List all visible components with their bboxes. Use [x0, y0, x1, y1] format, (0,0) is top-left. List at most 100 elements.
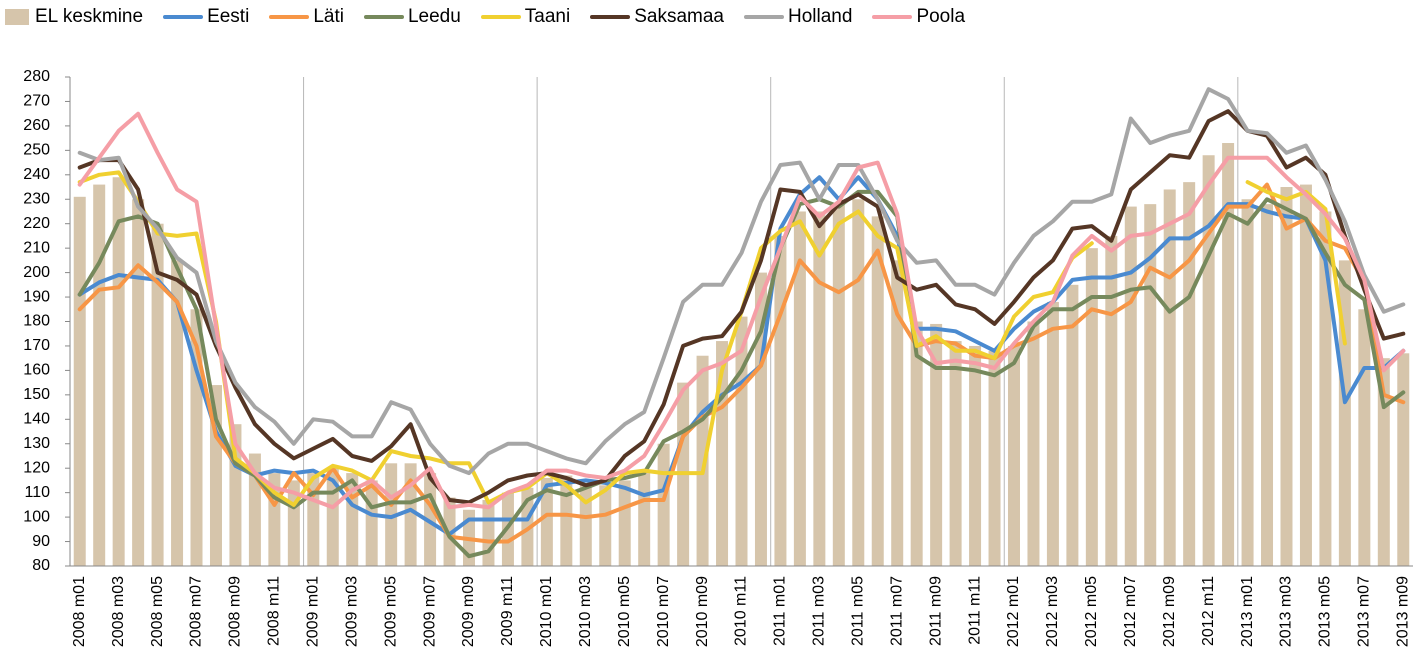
legend-swatch-rect	[5, 9, 29, 25]
bar	[852, 199, 865, 566]
line-series	[77, 87, 1406, 476]
bar	[1046, 301, 1059, 566]
legend-swatch	[744, 15, 784, 19]
x-tick-label: 2012 m11	[1200, 576, 1217, 646]
legend-label: Poola	[916, 6, 966, 27]
x-tick-label: 2010 m09	[694, 576, 711, 647]
bar	[1299, 184, 1312, 566]
bar	[365, 480, 378, 566]
bar	[385, 463, 398, 566]
bar	[1261, 204, 1274, 566]
bar	[1007, 345, 1020, 566]
x-tick-label: 2008 m07	[188, 576, 205, 647]
legend-label: Saksamaa	[634, 6, 724, 27]
bar	[891, 260, 904, 566]
bar	[1338, 260, 1351, 566]
x-tick-label: 2013 m07	[1356, 576, 1373, 647]
bar	[1358, 309, 1371, 566]
x-tick-label: 2012 m07	[1122, 576, 1139, 647]
x-tick-label: 2009 m05	[382, 576, 399, 647]
bar	[1085, 248, 1098, 566]
x-tick-label: 2009 m01	[305, 576, 322, 647]
x-tick-label: 2009 m09	[460, 576, 477, 647]
legend-label: Taani	[524, 6, 571, 27]
y-tick-label: 170	[23, 337, 50, 354]
bar	[813, 211, 826, 566]
bar	[151, 223, 164, 566]
x-tick-label: 2012 m03	[1044, 576, 1061, 647]
bar	[482, 499, 495, 566]
x-tick-label: 2010 m01	[538, 576, 555, 647]
bar	[112, 177, 125, 566]
y-tick-label: 280	[23, 68, 50, 85]
bar	[793, 211, 806, 566]
y-tick-label: 270	[23, 93, 50, 110]
line-series	[77, 182, 1406, 544]
legend-item: Taani	[480, 6, 571, 28]
bar	[949, 341, 962, 566]
legend-swatch	[269, 15, 310, 19]
legend-label: Leedu	[407, 6, 461, 27]
bar	[988, 350, 1001, 566]
legend-item: EL keskmine	[5, 6, 143, 28]
legend-label: Holland	[788, 6, 853, 27]
legend-label: Eesti	[207, 6, 250, 27]
x-tick-label: 2009 m11	[499, 576, 516, 646]
bar	[1027, 321, 1040, 566]
bar	[1222, 143, 1235, 566]
y-tick-label: 220	[23, 215, 50, 232]
line-series	[77, 111, 1406, 510]
x-tick-label: 2013 m09	[1394, 576, 1411, 647]
line-series	[77, 175, 1406, 537]
bar	[1202, 155, 1215, 567]
bar	[1397, 353, 1410, 566]
bar	[1144, 204, 1157, 566]
y-tick-label: 130	[23, 435, 50, 452]
x-tick-label: 2013 m05	[1317, 576, 1334, 647]
x-tick-label: 2011 m07	[888, 576, 905, 646]
bar	[560, 475, 573, 566]
y-tick-label: 140	[23, 411, 50, 428]
bar	[1183, 182, 1196, 566]
legend-swatch	[5, 9, 29, 25]
x-tick-label: 2010 m05	[616, 576, 633, 647]
y-tick-label: 160	[23, 362, 50, 379]
x-tick-label: 2009 m07	[421, 576, 438, 647]
bar	[638, 473, 651, 566]
legend-item: Holland	[744, 6, 852, 28]
legend-label: Läti	[313, 6, 344, 27]
line-series	[77, 189, 1406, 559]
x-tick-label: 2008 m05	[149, 576, 166, 647]
x-tick-label: 2013 m03	[1278, 576, 1295, 647]
y-tick-label: 260	[23, 117, 50, 134]
y-tick-label: 240	[23, 166, 50, 183]
y-tick-label: 250	[23, 142, 50, 159]
y-tick-label: 180	[23, 313, 50, 330]
legend: EL keskmine Eesti Läti Leedu Taani Saksamaa Ho…	[5, 6, 985, 28]
y-tick-label: 80	[32, 557, 50, 574]
line-series	[77, 109, 1406, 505]
bar	[171, 260, 184, 566]
bar	[1163, 189, 1176, 566]
x-tick-label: 2008 m09	[227, 576, 244, 647]
x-tick-label: 2010 m03	[577, 576, 594, 647]
legend-swatch	[363, 15, 404, 19]
x-tick-label: 2011 m03	[811, 576, 828, 646]
bar	[774, 235, 787, 567]
y-tick-label: 190	[23, 288, 50, 305]
x-tick-label: 2013 m01	[1239, 576, 1256, 647]
x-tick-label: 2012 m05	[1083, 576, 1100, 647]
bar	[1377, 358, 1390, 566]
y-tick-label: 210	[23, 239, 50, 256]
bar	[1105, 235, 1118, 567]
legend-item: Leedu	[363, 6, 461, 28]
x-tick-label: 2011 m09	[927, 576, 944, 646]
legend-item: Saksamaa	[590, 6, 724, 28]
y-tick-label: 200	[23, 264, 50, 281]
y-tick-label: 100	[23, 508, 50, 525]
bar	[1066, 284, 1079, 566]
x-tick-label: 2012 m09	[1161, 576, 1178, 647]
bar	[599, 485, 612, 566]
